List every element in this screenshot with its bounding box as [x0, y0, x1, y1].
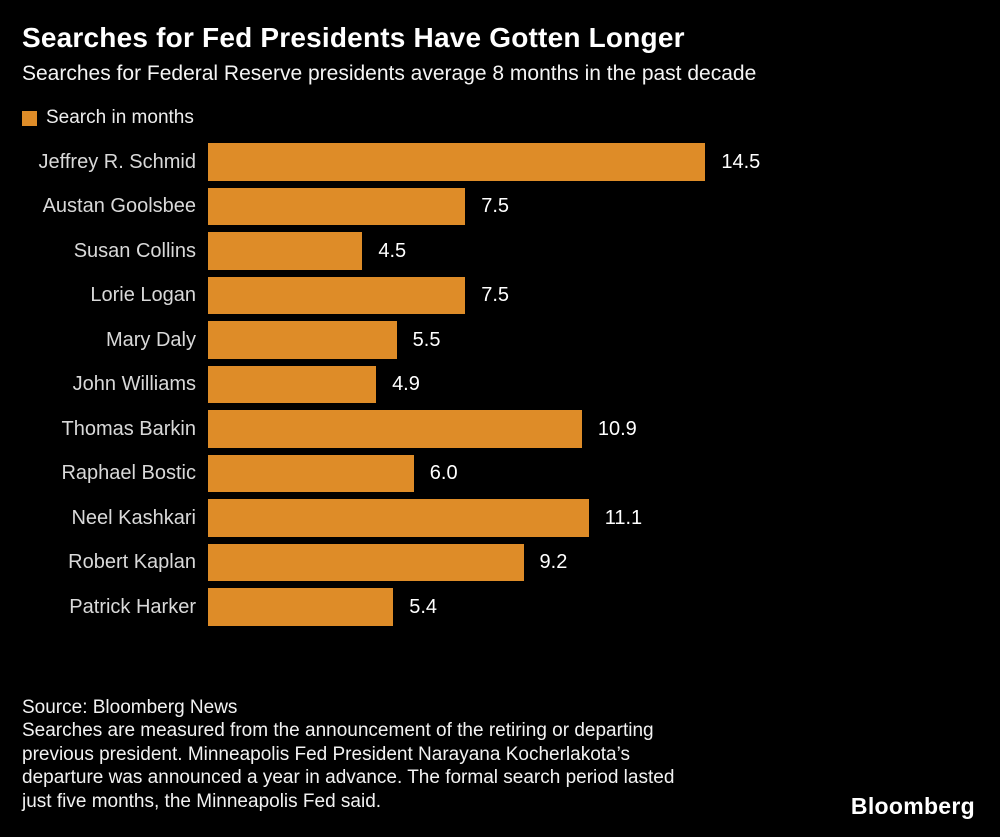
footer: Source: Bloomberg News Searches are meas… [22, 696, 978, 814]
chart-row: John Williams 4.9 [22, 365, 978, 404]
category-label: Thomas Barkin [61, 417, 197, 440]
bar [208, 321, 397, 359]
bloomberg-logo: Bloomberg [850, 793, 975, 819]
value-label: 7.5 [481, 284, 510, 307]
chart-row: Robert Kaplan 9.2 [22, 543, 978, 582]
value-label: 10.9 [597, 417, 637, 440]
value-label: 9.2 [539, 551, 568, 574]
chart-row: Susan Collins 4.5 [22, 232, 978, 270]
category-label: Patrick Harker [69, 595, 196, 618]
chart-row: Patrick Harker 5.4 [22, 588, 978, 626]
bar [208, 143, 706, 181]
bar [208, 410, 582, 448]
category-label: Lorie Logan [90, 284, 196, 307]
chart-row: Neel Kashkari 11.1 [22, 499, 978, 537]
bar [208, 232, 363, 270]
value-label: 14.5 [721, 150, 761, 173]
bar [208, 276, 466, 315]
chart-row: Raphael Bostic 6.0 [22, 454, 978, 493]
value-label: 4.5 [378, 239, 407, 262]
source-line: Source: Bloomberg News [22, 696, 238, 718]
bar [208, 365, 377, 404]
category-label: John Williams [72, 373, 196, 396]
value-label: 5.5 [412, 328, 441, 351]
category-label: Neel Kashkari [71, 506, 196, 529]
chart-row: Jeffrey R. Schmid 14.5 [22, 143, 978, 181]
category-label: Raphael Bostic [61, 462, 196, 485]
category-label: Robert Kaplan [68, 551, 196, 574]
value-label: 11.1 [604, 506, 643, 529]
bar [208, 543, 524, 582]
legend-label: Search in months [46, 107, 194, 129]
chart-row: Austan Goolsbee 7.5 [22, 187, 978, 226]
category-label: Austan Goolsbee [42, 195, 196, 218]
footnote: Searches are measured from the announcem… [22, 720, 675, 812]
bar-chart: Jeffrey R. Schmid 14.5 Austan Goolsbee 7.5 S… [22, 143, 978, 626]
value-label: 7.5 [481, 195, 510, 218]
legend-swatch-icon [22, 110, 37, 126]
chart-subtitle: Searches for Federal Reserve presidents … [22, 62, 757, 86]
category-label: Mary Daly [105, 328, 196, 351]
bar [208, 499, 589, 537]
chart-row: Mary Daly 5.5 [22, 321, 978, 359]
value-label: 4.9 [392, 373, 420, 396]
chart-row: Thomas Barkin 10.9 [22, 410, 978, 448]
value-label: 6.0 [429, 462, 458, 485]
bar [208, 187, 466, 226]
category-label: Susan Collins [73, 239, 196, 262]
bar [208, 454, 414, 493]
chart-title: Searches for Fed Presidents Have Gotten … [22, 22, 685, 53]
bar [208, 588, 394, 626]
legend: Search in months [22, 107, 978, 129]
chart-row: Lorie Logan 7.5 [22, 276, 978, 315]
value-label: 5.4 [409, 595, 438, 618]
category-label: Jeffrey R. Schmid [38, 150, 196, 173]
